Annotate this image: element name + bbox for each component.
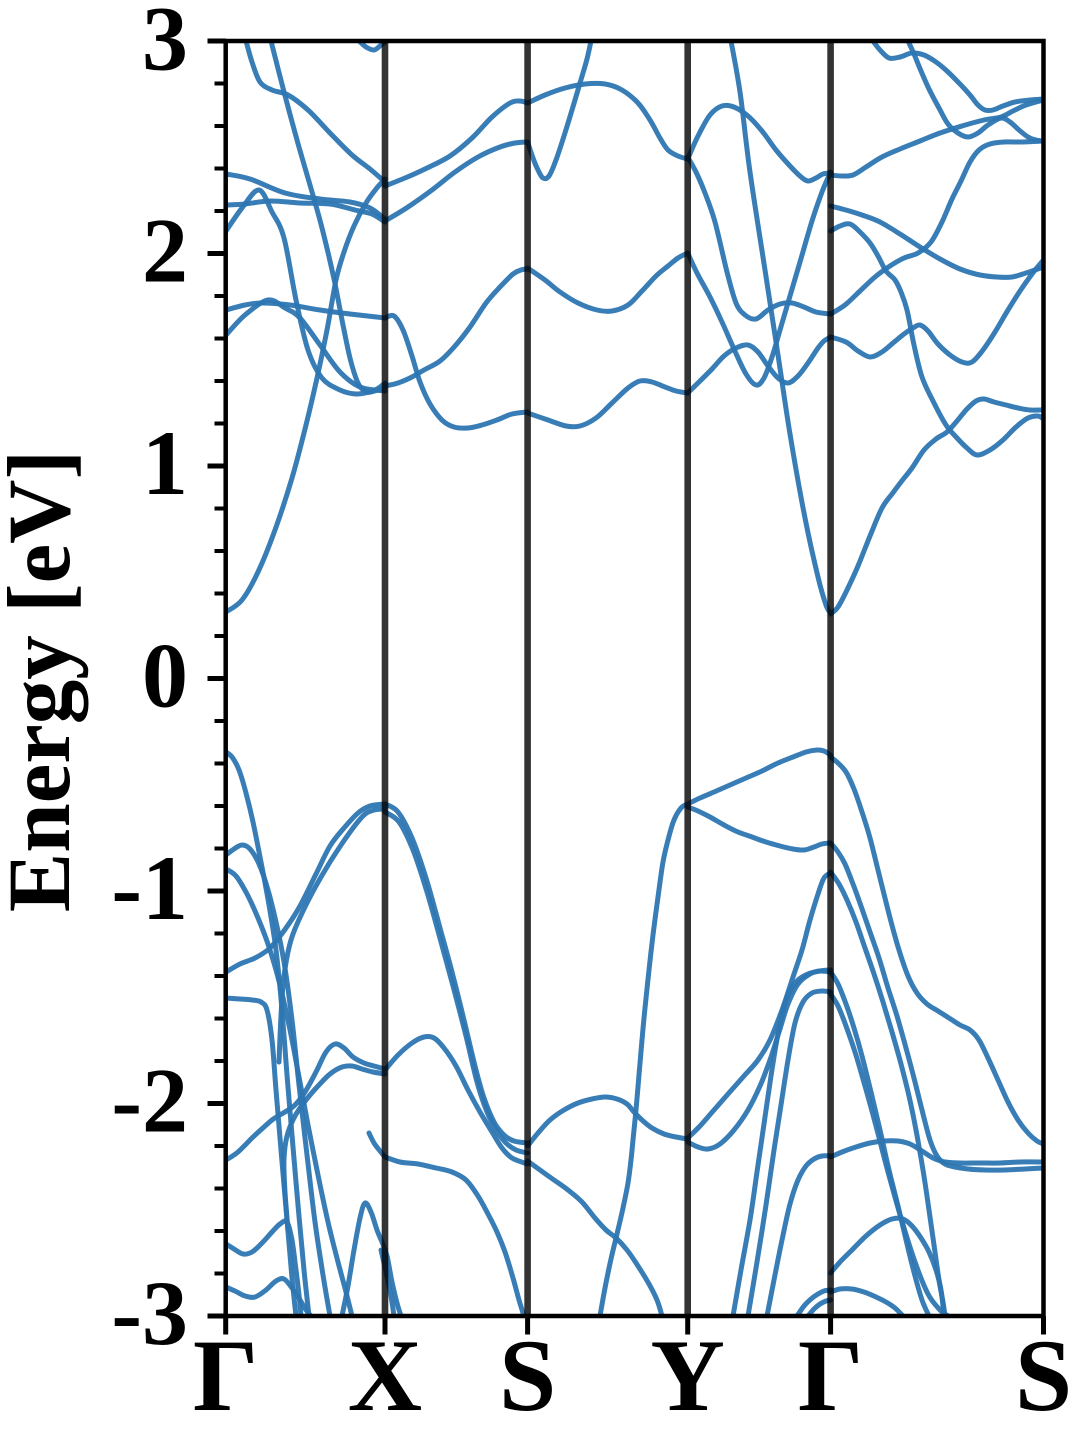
svg-text:3: 3 bbox=[142, 0, 188, 89]
svg-text:-1: -1 bbox=[111, 837, 188, 939]
svg-text:X: X bbox=[348, 1319, 422, 1433]
svg-text:-2: -2 bbox=[111, 1050, 188, 1152]
svg-text:Γ: Γ bbox=[193, 1319, 259, 1433]
svg-text:Energy [eV]: Energy [eV] bbox=[0, 450, 89, 912]
svg-text:2: 2 bbox=[142, 200, 188, 302]
svg-text:1: 1 bbox=[142, 412, 188, 514]
svg-text:Y: Y bbox=[651, 1319, 725, 1433]
svg-text:0: 0 bbox=[142, 625, 188, 727]
svg-text:S: S bbox=[499, 1319, 556, 1433]
svg-text:Γ: Γ bbox=[798, 1319, 864, 1433]
svg-text:-3: -3 bbox=[111, 1262, 188, 1364]
svg-text:S: S bbox=[1015, 1319, 1072, 1433]
